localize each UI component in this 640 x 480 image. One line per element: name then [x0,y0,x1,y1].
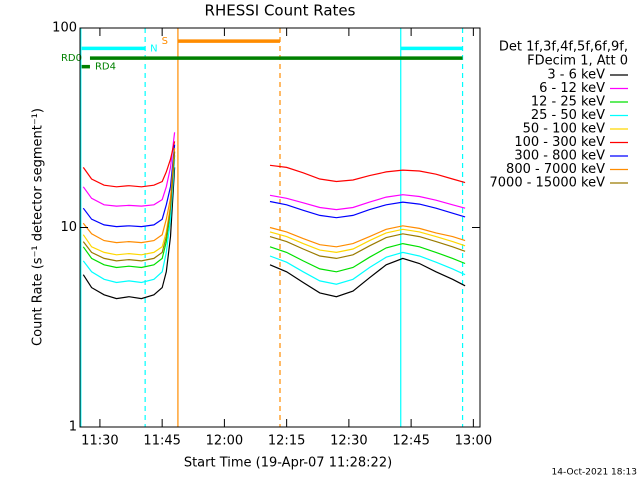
interval-label: RD4 [95,62,116,73]
y-tick-label: 1 [69,420,77,435]
legend-label: 12 - 25 keV [531,95,605,110]
interval-label: S [162,36,168,47]
series-line [82,167,466,300]
series-line [82,141,466,188]
series-line [82,155,466,273]
x-tick-label: 12:15 [268,434,305,449]
y-axis-label: Count Rate (s⁻¹ detector segment⁻¹) [31,108,46,346]
y-tick-label: 100 [52,21,77,36]
legend-label: 7000 - 15000 keV [490,176,606,191]
series-line [82,144,466,228]
legend-label: 300 - 800 keV [514,149,605,164]
series-line [82,132,466,211]
legend-label: 800 - 7000 keV [506,162,605,177]
legend-label: 3 - 6 keV [547,68,605,83]
legend-header: FDecim 1, Att 0 [527,54,628,69]
series-line [82,159,466,285]
series-line [82,151,466,262]
legend-label: 25 - 50 keV [531,108,605,123]
legend-header: Det 1f,3f,4f,5f,6f,9f, [499,40,628,55]
legend-label: 50 - 100 keV [523,122,606,137]
y-tick-label: 10 [60,220,77,235]
legend-label: 100 - 300 keV [514,135,605,150]
x-tick-label: 12:45 [392,434,429,449]
series-line [82,148,466,248]
x-tick-label: 11:45 [143,434,180,449]
x-tick-label: 13:00 [455,434,492,449]
x-tick-label: 11:30 [81,434,118,449]
footer: 14-Oct-2021 18:13 [552,468,637,478]
chart-title: RHESSI Count Rates [205,2,356,20]
legend-label: 6 - 12 keV [539,81,605,96]
x-tick-label: 12:30 [330,434,367,449]
x-axis-label: Start Time (19-Apr-07 11:28:22) [184,456,392,471]
x-tick-label: 12:00 [206,434,243,449]
series-line [82,151,466,256]
interval-label: RD0 [61,53,82,64]
interval-label: N [150,43,157,54]
